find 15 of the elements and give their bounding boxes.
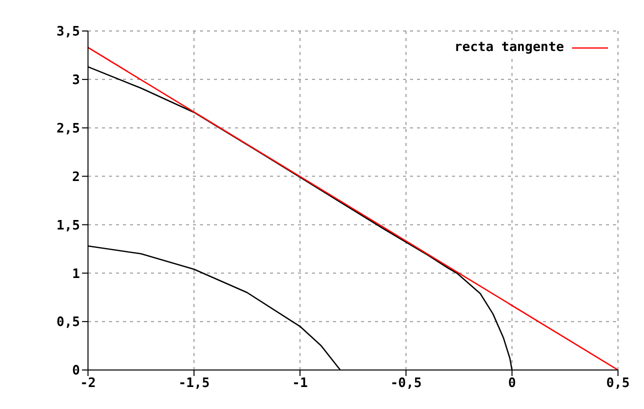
y-tick-label: 3,5: [56, 24, 80, 40]
y-tick-label: 1: [72, 266, 80, 282]
y-tick-label: 0: [72, 364, 80, 379]
x-tick-label: -1,5: [178, 376, 210, 392]
x-tick-label: 0,5: [606, 376, 630, 392]
x-tick-label: 0: [508, 376, 516, 392]
x-tick-label: -2: [80, 376, 96, 392]
y-tick-label: 1,5: [56, 218, 80, 234]
y-tick-label: 2: [72, 170, 80, 185]
y-tick-label: 0,5: [56, 315, 80, 330]
x-tick-label: -1: [292, 376, 308, 392]
y-tick-label: 2,5: [56, 121, 80, 136]
legend-label: recta tangente: [454, 40, 564, 55]
x-tick-label: -0,5: [390, 376, 422, 392]
y-tick-label: 3: [72, 73, 80, 88]
